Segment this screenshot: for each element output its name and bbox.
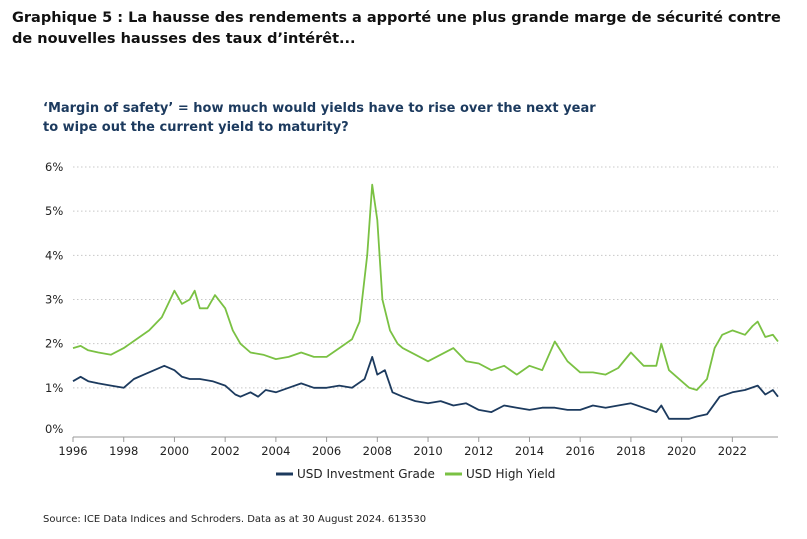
- x-axis-ticks: 1996 1998 2000 2002 2004 2006 2008 2010 2012 2014…: [58, 437, 747, 458]
- x-tick-label: 2000: [160, 444, 189, 458]
- y-tick-label: 4%: [45, 248, 63, 262]
- series-lines: [72, 183, 779, 420]
- x-tick-label: 2022: [718, 444, 747, 458]
- x-tick-label: 1998: [109, 444, 138, 458]
- y-tick-label: 3%: [45, 293, 63, 307]
- x-tick-label: 2008: [363, 444, 392, 458]
- series-line-investment-grade: [72, 356, 779, 420]
- x-tick-label: 2018: [616, 444, 645, 458]
- x-tick-label: 2004: [261, 444, 290, 458]
- legend: USD Investment Grade USD High Yield: [276, 467, 555, 481]
- x-tick-label: 2012: [464, 444, 493, 458]
- series-line-high-yield: [72, 183, 779, 391]
- figure-heading: Graphique 5 : La hausse des rendements a…: [12, 10, 781, 47]
- legend-label-investment-grade: USD Investment Grade: [297, 467, 435, 481]
- y-tick-label: 6%: [45, 160, 63, 174]
- y-tick-label: 5%: [45, 204, 63, 218]
- x-tick-label: 2002: [211, 444, 240, 458]
- y-tick-label: 0%: [45, 422, 63, 436]
- chart-title-line-2: to wipe out the current yield to maturit…: [43, 120, 349, 135]
- gridlines: [73, 166, 778, 389]
- x-tick-label: 2020: [667, 444, 696, 458]
- y-tick-label: 1%: [45, 381, 63, 395]
- x-tick-label: 2010: [413, 444, 442, 458]
- y-tick-label: 2%: [45, 337, 63, 351]
- x-tick-label: 2016: [566, 444, 595, 458]
- x-tick-label: 2006: [312, 444, 341, 458]
- legend-label-high-yield: USD High Yield: [466, 467, 555, 481]
- chart-title: ‘Margin of safety’ = how much would yiel…: [43, 99, 743, 137]
- chart-title-line-1: ‘Margin of safety’ = how much would yiel…: [43, 101, 596, 116]
- y-axis-ticks: 0% 1% 2% 3% 4% 5% 6%: [45, 160, 63, 436]
- x-tick-label: 1996: [58, 444, 87, 458]
- source-note: Source: ICE Data Indices and Schroders. …: [43, 514, 427, 525]
- x-tick-label: 2014: [515, 444, 544, 458]
